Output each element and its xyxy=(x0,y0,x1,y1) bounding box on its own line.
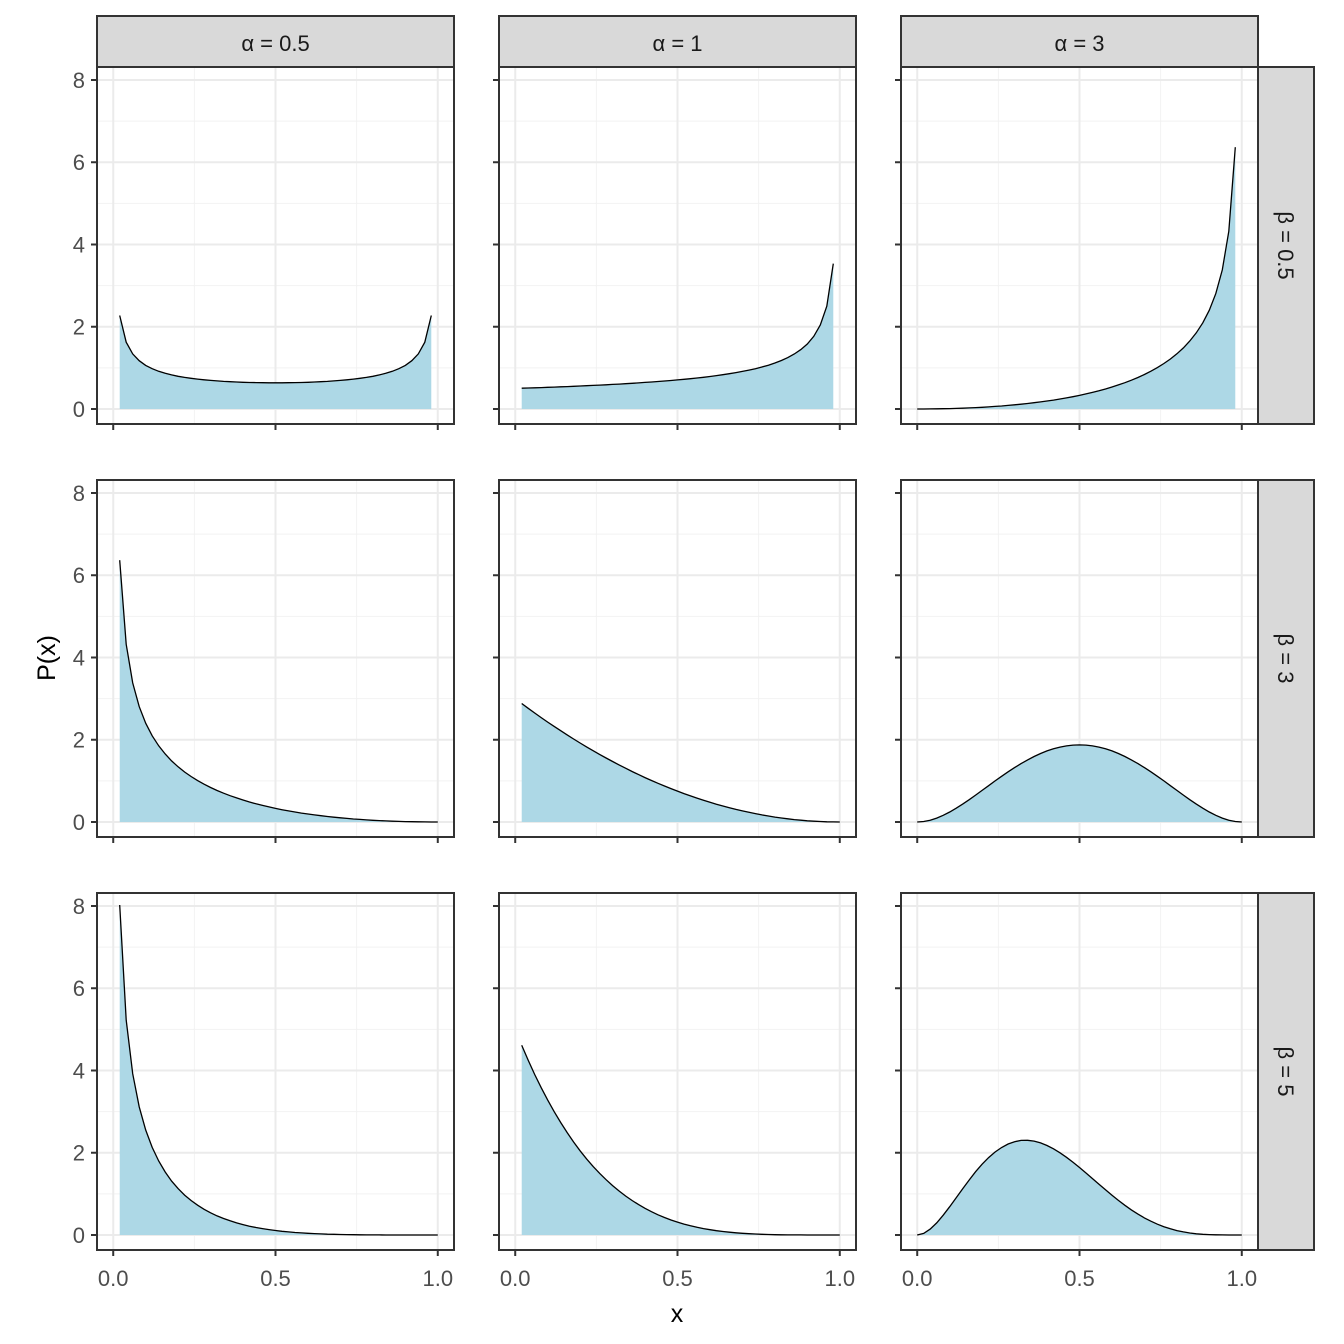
row-strip xyxy=(1257,479,1315,838)
density-area xyxy=(119,560,438,822)
y-tick-label: 8 xyxy=(73,481,85,506)
x-tick-label: 0.5 xyxy=(1064,1266,1095,1291)
density-area xyxy=(521,703,840,822)
x-tick-label: 1.0 xyxy=(1226,1266,1257,1291)
row-strip xyxy=(1257,66,1315,425)
row-strip-label: β = 3 xyxy=(1273,634,1298,684)
y-tick-label: 4 xyxy=(73,645,85,670)
y-axis-title: P(x) xyxy=(33,635,61,681)
y-tick-label: 4 xyxy=(73,1058,85,1083)
density-line xyxy=(521,263,834,389)
facet-panel: 0.0 0.5 1.0 xyxy=(895,892,1259,1291)
facet-panel xyxy=(493,479,857,843)
y-tick-label: 6 xyxy=(73,150,85,175)
column-strip-label: α = 0.5 xyxy=(241,31,309,56)
y-tick-label: 0 xyxy=(73,397,85,422)
density-line xyxy=(521,702,840,823)
density-area xyxy=(917,1140,1242,1235)
density-area xyxy=(521,263,834,409)
y-tick-label: 0 xyxy=(73,1223,85,1248)
facet-panel: 0 2 4 6 8 xyxy=(73,66,455,430)
y-tick-label: 2 xyxy=(73,728,85,753)
density-line xyxy=(119,560,438,823)
y-tick-label: 0 xyxy=(73,810,85,835)
y-tick-label: 6 xyxy=(73,563,85,588)
x-tick-label: 0.0 xyxy=(500,1266,531,1291)
density-line xyxy=(119,315,432,384)
y-tick-label: 2 xyxy=(73,1141,85,1166)
y-tick-label: 8 xyxy=(73,894,85,919)
x-tick-label: 1.0 xyxy=(422,1266,453,1291)
facet-panel xyxy=(493,66,857,430)
facet-panel xyxy=(895,66,1259,430)
x-axis-title: x xyxy=(671,1300,684,1328)
x-tick-label: 0.5 xyxy=(662,1266,693,1291)
row-strip-label: β = 5 xyxy=(1273,1047,1298,1097)
x-tick-label: 1.0 xyxy=(824,1266,855,1291)
column-strip-label: α = 3 xyxy=(1054,31,1104,56)
density-line xyxy=(917,1139,1242,1236)
density-area xyxy=(119,315,432,409)
y-tick-label: 8 xyxy=(73,68,85,93)
density-line xyxy=(917,744,1242,823)
facet-panel: 0 2 4 6 8 xyxy=(73,479,455,843)
density-area xyxy=(119,905,438,1235)
x-tick-label: 0.5 xyxy=(260,1266,291,1291)
x-tick-label: 0.0 xyxy=(98,1266,129,1291)
x-tick-label: 0.0 xyxy=(902,1266,933,1291)
facet-panel: 0.0 0.5 1.0 xyxy=(493,892,857,1291)
density-area xyxy=(917,744,1242,822)
y-tick-label: 6 xyxy=(73,976,85,1001)
facet-panel xyxy=(895,479,1259,843)
density-area xyxy=(521,1045,840,1235)
y-tick-label: 2 xyxy=(73,315,85,340)
row-strip-label: β = 0.5 xyxy=(1273,211,1298,279)
column-strip-label: α = 1 xyxy=(652,31,702,56)
facet-panel: 0 2 4 6 8 0.0 0.5 1.0 xyxy=(73,892,455,1291)
column-strip xyxy=(96,15,455,68)
density-area xyxy=(917,147,1236,409)
y-tick-label: 4 xyxy=(73,232,85,257)
density-line xyxy=(917,147,1236,410)
density-line xyxy=(521,1045,840,1236)
density-line xyxy=(119,904,438,1236)
column-strip xyxy=(498,15,857,68)
